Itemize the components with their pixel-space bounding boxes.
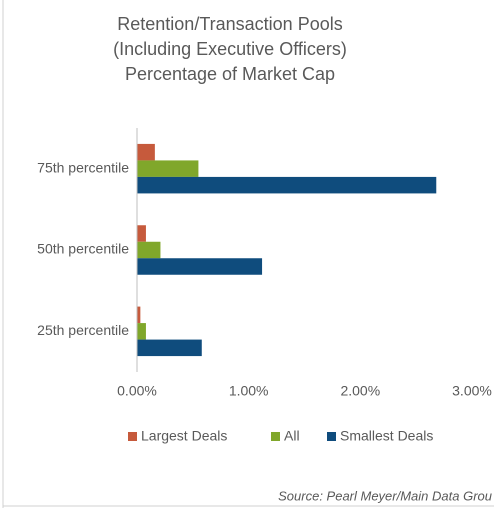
x-tick-label: 3.00%: [452, 383, 492, 399]
x-tick-label: 2.00%: [340, 383, 380, 399]
bar: [137, 323, 146, 340]
chart-title: Retention/Transaction Pools: [117, 14, 342, 34]
legend-swatch: [271, 432, 280, 441]
x-tick-label: 0.00%: [117, 383, 157, 399]
bar: [137, 241, 161, 259]
bar: [137, 306, 141, 324]
x-tick-label: 1.00%: [229, 383, 269, 399]
bar: [137, 160, 199, 177]
chart-title: (Including Executive Officers): [113, 39, 347, 59]
bar: [137, 339, 202, 357]
bar: [137, 258, 263, 275]
legend-label: Largest Deals: [141, 428, 227, 444]
legend-label: All: [284, 428, 300, 444]
y-tick-label: 25th percentile: [37, 322, 129, 338]
bar: [137, 143, 155, 161]
source-note: Source: Pearl Meyer/Main Data Grou: [278, 488, 492, 503]
y-tick-label: 75th percentile: [37, 159, 129, 175]
legend-swatch: [327, 432, 336, 441]
legend-swatch: [128, 432, 137, 441]
legend-label: Smallest Deals: [340, 428, 433, 444]
chart-title: Percentage of Market Cap: [125, 64, 335, 84]
bar: [137, 176, 437, 194]
bar: [137, 225, 146, 242]
y-tick-label: 50th percentile: [37, 241, 129, 257]
